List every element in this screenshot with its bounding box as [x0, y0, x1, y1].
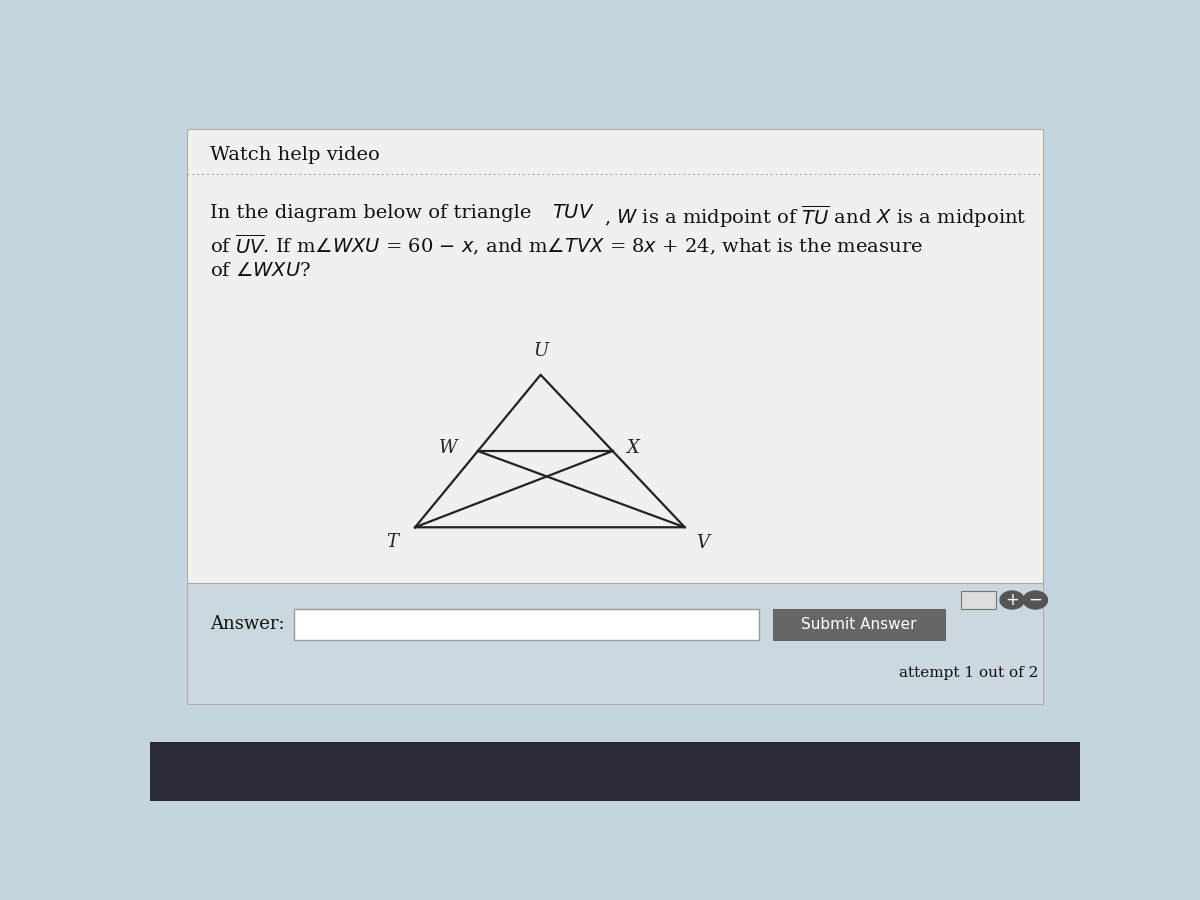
Text: T: T: [386, 533, 398, 551]
Text: X: X: [626, 438, 640, 456]
FancyBboxPatch shape: [187, 129, 1043, 704]
FancyBboxPatch shape: [773, 609, 946, 640]
Text: $\mathit{TUV}$: $\mathit{TUV}$: [552, 203, 594, 221]
Text: −: −: [1028, 591, 1043, 609]
Text: Submit Answer: Submit Answer: [802, 616, 917, 632]
Text: , $\mathit{W}$ is a midpoint of $\overline{TU}$ and $\mathit{X}$ is a midpoint: , $\mathit{W}$ is a midpoint of $\overli…: [604, 203, 1026, 230]
Text: V: V: [696, 535, 709, 553]
Text: of $\overline{UV}$. If m$\angle$$\mathit{W}$$\mathit{X}$$\mathit{U}$ = 60 $-$ $\: of $\overline{UV}$. If m$\angle$$\mathit…: [210, 233, 924, 257]
Text: W: W: [439, 438, 457, 456]
Text: Watch help video: Watch help video: [210, 146, 380, 164]
Text: of $\angle$$\mathit{W}$$\mathit{X}$$\mathit{U}$?: of $\angle$$\mathit{W}$$\mathit{X}$$\mat…: [210, 262, 312, 280]
FancyBboxPatch shape: [150, 742, 1080, 801]
FancyBboxPatch shape: [187, 582, 1043, 704]
Text: U: U: [533, 342, 548, 360]
Text: attempt 1 out of 2: attempt 1 out of 2: [899, 666, 1038, 680]
FancyBboxPatch shape: [961, 591, 996, 609]
FancyBboxPatch shape: [294, 609, 760, 640]
Text: +: +: [1006, 591, 1019, 609]
Circle shape: [1000, 591, 1025, 609]
Circle shape: [1024, 591, 1048, 609]
Text: Answer:: Answer:: [210, 616, 286, 634]
Text: In the diagram below of triangle: In the diagram below of triangle: [210, 203, 538, 221]
